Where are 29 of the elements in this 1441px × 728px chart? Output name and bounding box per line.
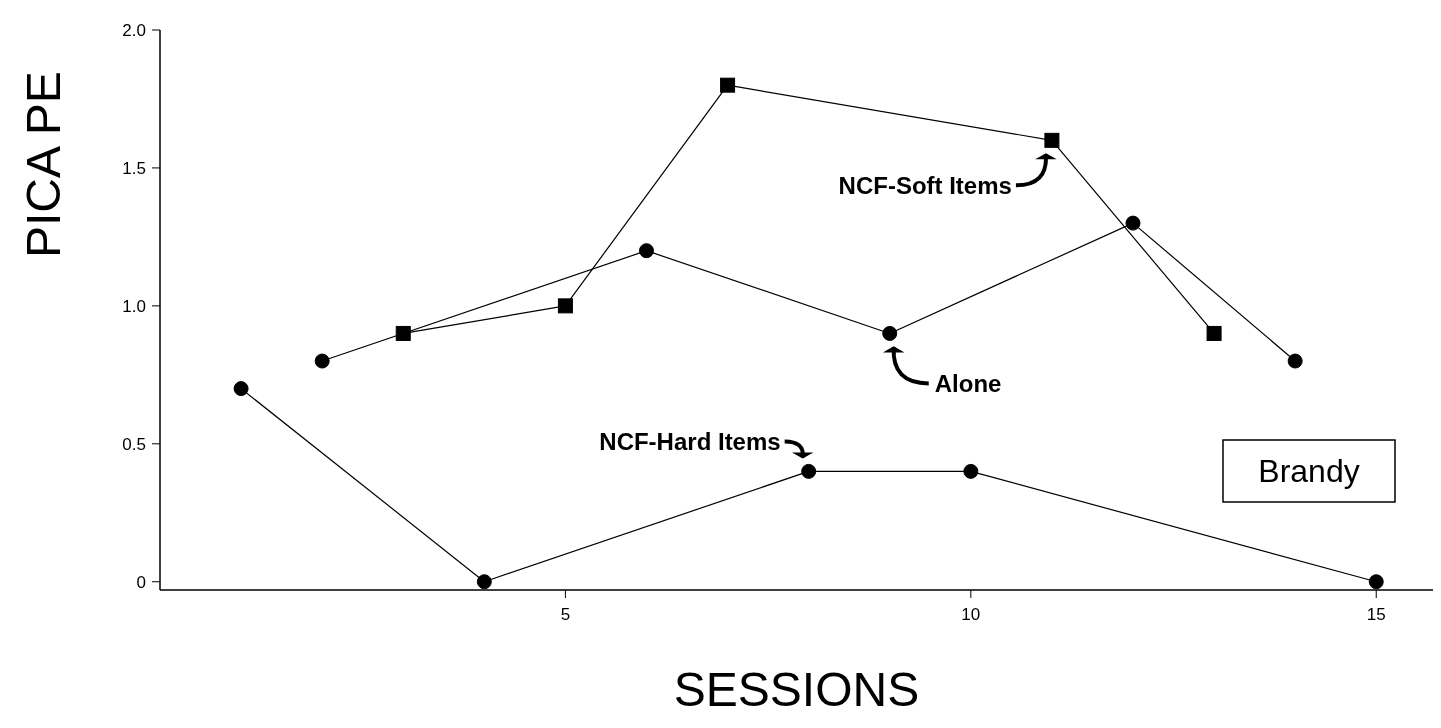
point bbox=[314, 353, 330, 369]
point bbox=[1368, 574, 1384, 590]
point bbox=[1287, 353, 1303, 369]
point bbox=[233, 381, 249, 397]
y-tick-label: 1.5 bbox=[122, 158, 146, 178]
annotation: Alone bbox=[934, 369, 1002, 397]
point bbox=[639, 243, 654, 259]
point bbox=[1125, 215, 1141, 231]
point bbox=[720, 77, 736, 93]
x-tick-label: 10 bbox=[961, 605, 981, 624]
point bbox=[882, 325, 898, 341]
point bbox=[1044, 132, 1060, 148]
x-tick-label: 5 bbox=[560, 605, 571, 624]
y-tick-label: 0.5 bbox=[122, 434, 146, 454]
y-tick-label: 0 bbox=[136, 572, 146, 592]
y-tick-label: 2.0 bbox=[122, 20, 146, 40]
point bbox=[395, 325, 411, 341]
y-tick-label: 1.0 bbox=[122, 296, 146, 316]
point bbox=[1206, 325, 1222, 341]
x-tick-label: 15 bbox=[1366, 605, 1386, 624]
annotation: NCF-Soft Items bbox=[838, 171, 1012, 199]
point bbox=[476, 574, 492, 590]
point bbox=[963, 463, 979, 479]
annotation: NCF-Hard Items bbox=[599, 427, 781, 455]
x-axis-title: SESSIONS bbox=[673, 663, 920, 716]
annotation: Brandy bbox=[1258, 453, 1360, 490]
point bbox=[801, 463, 817, 479]
point bbox=[557, 298, 573, 314]
y-axis-title: PICA PE bbox=[17, 71, 70, 258]
